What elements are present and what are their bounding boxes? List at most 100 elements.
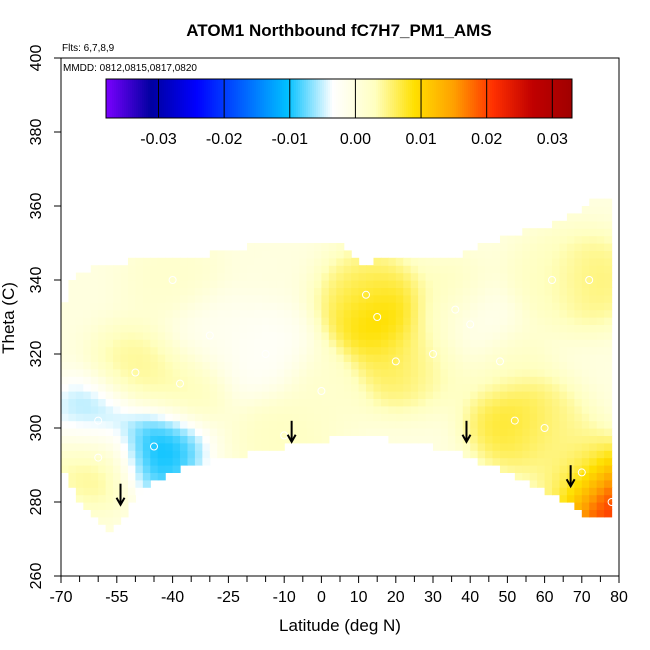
heat-cell — [366, 383, 375, 392]
heat-cell — [127, 361, 136, 370]
heat-cell — [194, 376, 203, 385]
colorbar-segment — [198, 79, 201, 118]
heat-cell — [552, 442, 561, 451]
heat-cell — [574, 368, 583, 377]
heat-cell — [209, 435, 218, 444]
heat-cell — [366, 405, 375, 414]
heat-cell — [522, 235, 531, 244]
heat-cell — [552, 420, 561, 429]
heat-cell — [447, 420, 456, 429]
sample-point — [391, 357, 400, 366]
heat-cell — [90, 479, 99, 488]
heat-cell — [410, 302, 419, 311]
heat-cell — [395, 324, 404, 333]
heat-cell — [499, 398, 508, 407]
heat-cell — [499, 457, 508, 466]
heat-cell — [247, 294, 256, 303]
heat-cell — [529, 228, 538, 237]
colorbar-segment — [106, 79, 109, 118]
colorbar-segment — [204, 79, 207, 118]
heat-cell — [61, 428, 70, 436]
heat-cell — [113, 376, 122, 385]
colorbar-segment — [382, 79, 385, 118]
heat-cell — [529, 472, 538, 481]
heat-cell — [552, 317, 561, 325]
heat-cell — [172, 442, 181, 451]
heat-cell — [90, 472, 99, 481]
heat-cell — [306, 405, 315, 414]
heat-cell — [209, 280, 218, 288]
heat-cell — [284, 287, 293, 296]
heat-cell — [589, 509, 598, 518]
heat-cell — [440, 331, 449, 340]
heat-cell — [194, 287, 203, 296]
heat-cell — [537, 228, 546, 237]
colorbar-segment — [410, 79, 413, 118]
heat-cell — [366, 428, 375, 436]
heat-cell — [455, 257, 464, 266]
heat-cell — [470, 309, 479, 318]
colorbar-segment — [570, 79, 573, 118]
heat-cell — [403, 324, 412, 333]
colorbar-segment — [514, 79, 517, 118]
heat-cell — [604, 435, 613, 444]
heat-cell — [604, 213, 613, 222]
heat-cell — [135, 317, 144, 325]
colorbar-segment — [314, 79, 317, 118]
heat-cell — [492, 309, 501, 318]
heat-cell — [142, 294, 151, 303]
heat-cell — [537, 465, 546, 473]
heat-cell — [180, 435, 189, 444]
heat-cell — [180, 354, 189, 362]
heat-cell — [120, 317, 129, 325]
colorbar-segment — [408, 79, 411, 118]
heat-cell — [604, 494, 613, 503]
heat-cell — [433, 420, 442, 429]
heat-cell — [68, 479, 77, 488]
sample-point — [261, 350, 270, 358]
colorbar-segment — [120, 79, 123, 118]
heat-cell — [105, 479, 114, 488]
heat-cell — [373, 391, 382, 399]
heat-cell — [321, 280, 330, 288]
heat-cell — [172, 413, 181, 422]
heat-cell — [507, 354, 516, 362]
heat-cell — [552, 428, 561, 436]
heat-cell — [254, 346, 263, 355]
colorbar-segment — [338, 79, 341, 118]
heat-cell — [105, 516, 114, 525]
heat-cell — [61, 368, 70, 377]
colorbar-segment — [540, 79, 543, 118]
colorbar-segment — [144, 79, 147, 118]
heat-cell — [596, 376, 605, 385]
heat-cell — [90, 294, 99, 303]
heat-cell — [336, 280, 345, 288]
heat-cell — [574, 250, 583, 259]
colorbar-segment — [398, 79, 401, 118]
heat-cell — [284, 339, 293, 348]
heat-cell — [492, 383, 501, 392]
heat-cell — [254, 331, 263, 340]
heat-cell — [343, 324, 352, 333]
heat-cell — [180, 257, 189, 266]
heat-cell — [604, 376, 613, 385]
heat-cell — [261, 302, 270, 311]
heat-cell — [172, 435, 181, 444]
heat-cell — [202, 376, 211, 385]
heat-cell — [142, 472, 151, 481]
colorbar-segment — [416, 79, 419, 118]
heat-cell — [566, 383, 575, 392]
heat-cell — [477, 280, 486, 288]
heat-cell — [98, 494, 107, 503]
heat-cell — [61, 339, 70, 348]
colorbar-segment — [412, 79, 415, 118]
heat-cell — [202, 420, 211, 429]
flights-label: Flts: 6,7,8,9 — [62, 43, 115, 54]
heat-cell — [403, 405, 412, 414]
heat-cell — [499, 317, 508, 325]
colorbar-segment — [550, 79, 553, 118]
heat-cell — [68, 442, 77, 451]
heat-cell — [395, 302, 404, 311]
heat-cell — [589, 450, 598, 459]
heat-cell — [492, 243, 501, 251]
